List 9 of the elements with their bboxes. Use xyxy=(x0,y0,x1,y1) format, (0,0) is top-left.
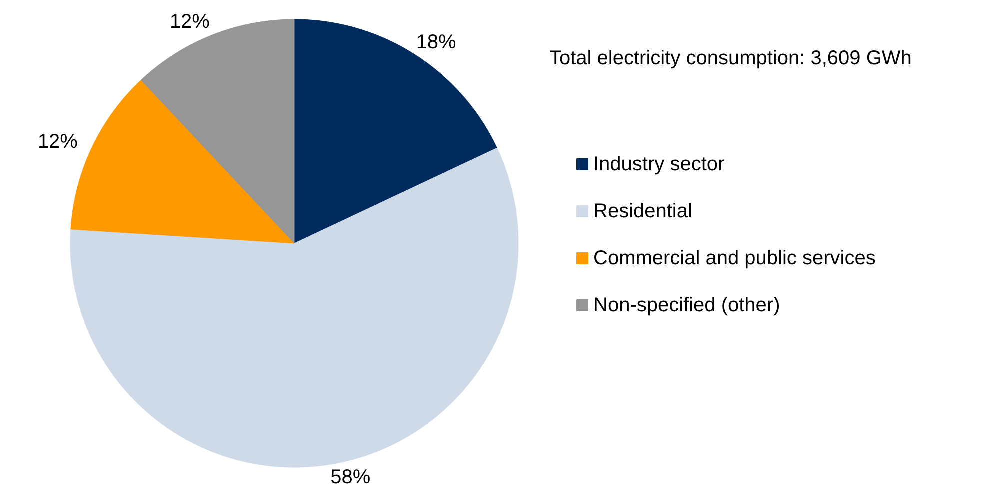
text: Total electricity consumption: 3,609 GWh xyxy=(550,48,912,70)
data-label: 58% xyxy=(330,466,371,484)
data-label: 18% xyxy=(416,32,457,54)
legend-label: Commercial and public services xyxy=(594,248,876,270)
data-label: 12% xyxy=(38,131,78,154)
legend-label: Residential xyxy=(594,200,692,222)
legend-label: Industry sector xyxy=(594,154,725,176)
legend-label: Non-specified (other) xyxy=(594,294,780,316)
data-label: 12% xyxy=(170,11,210,34)
